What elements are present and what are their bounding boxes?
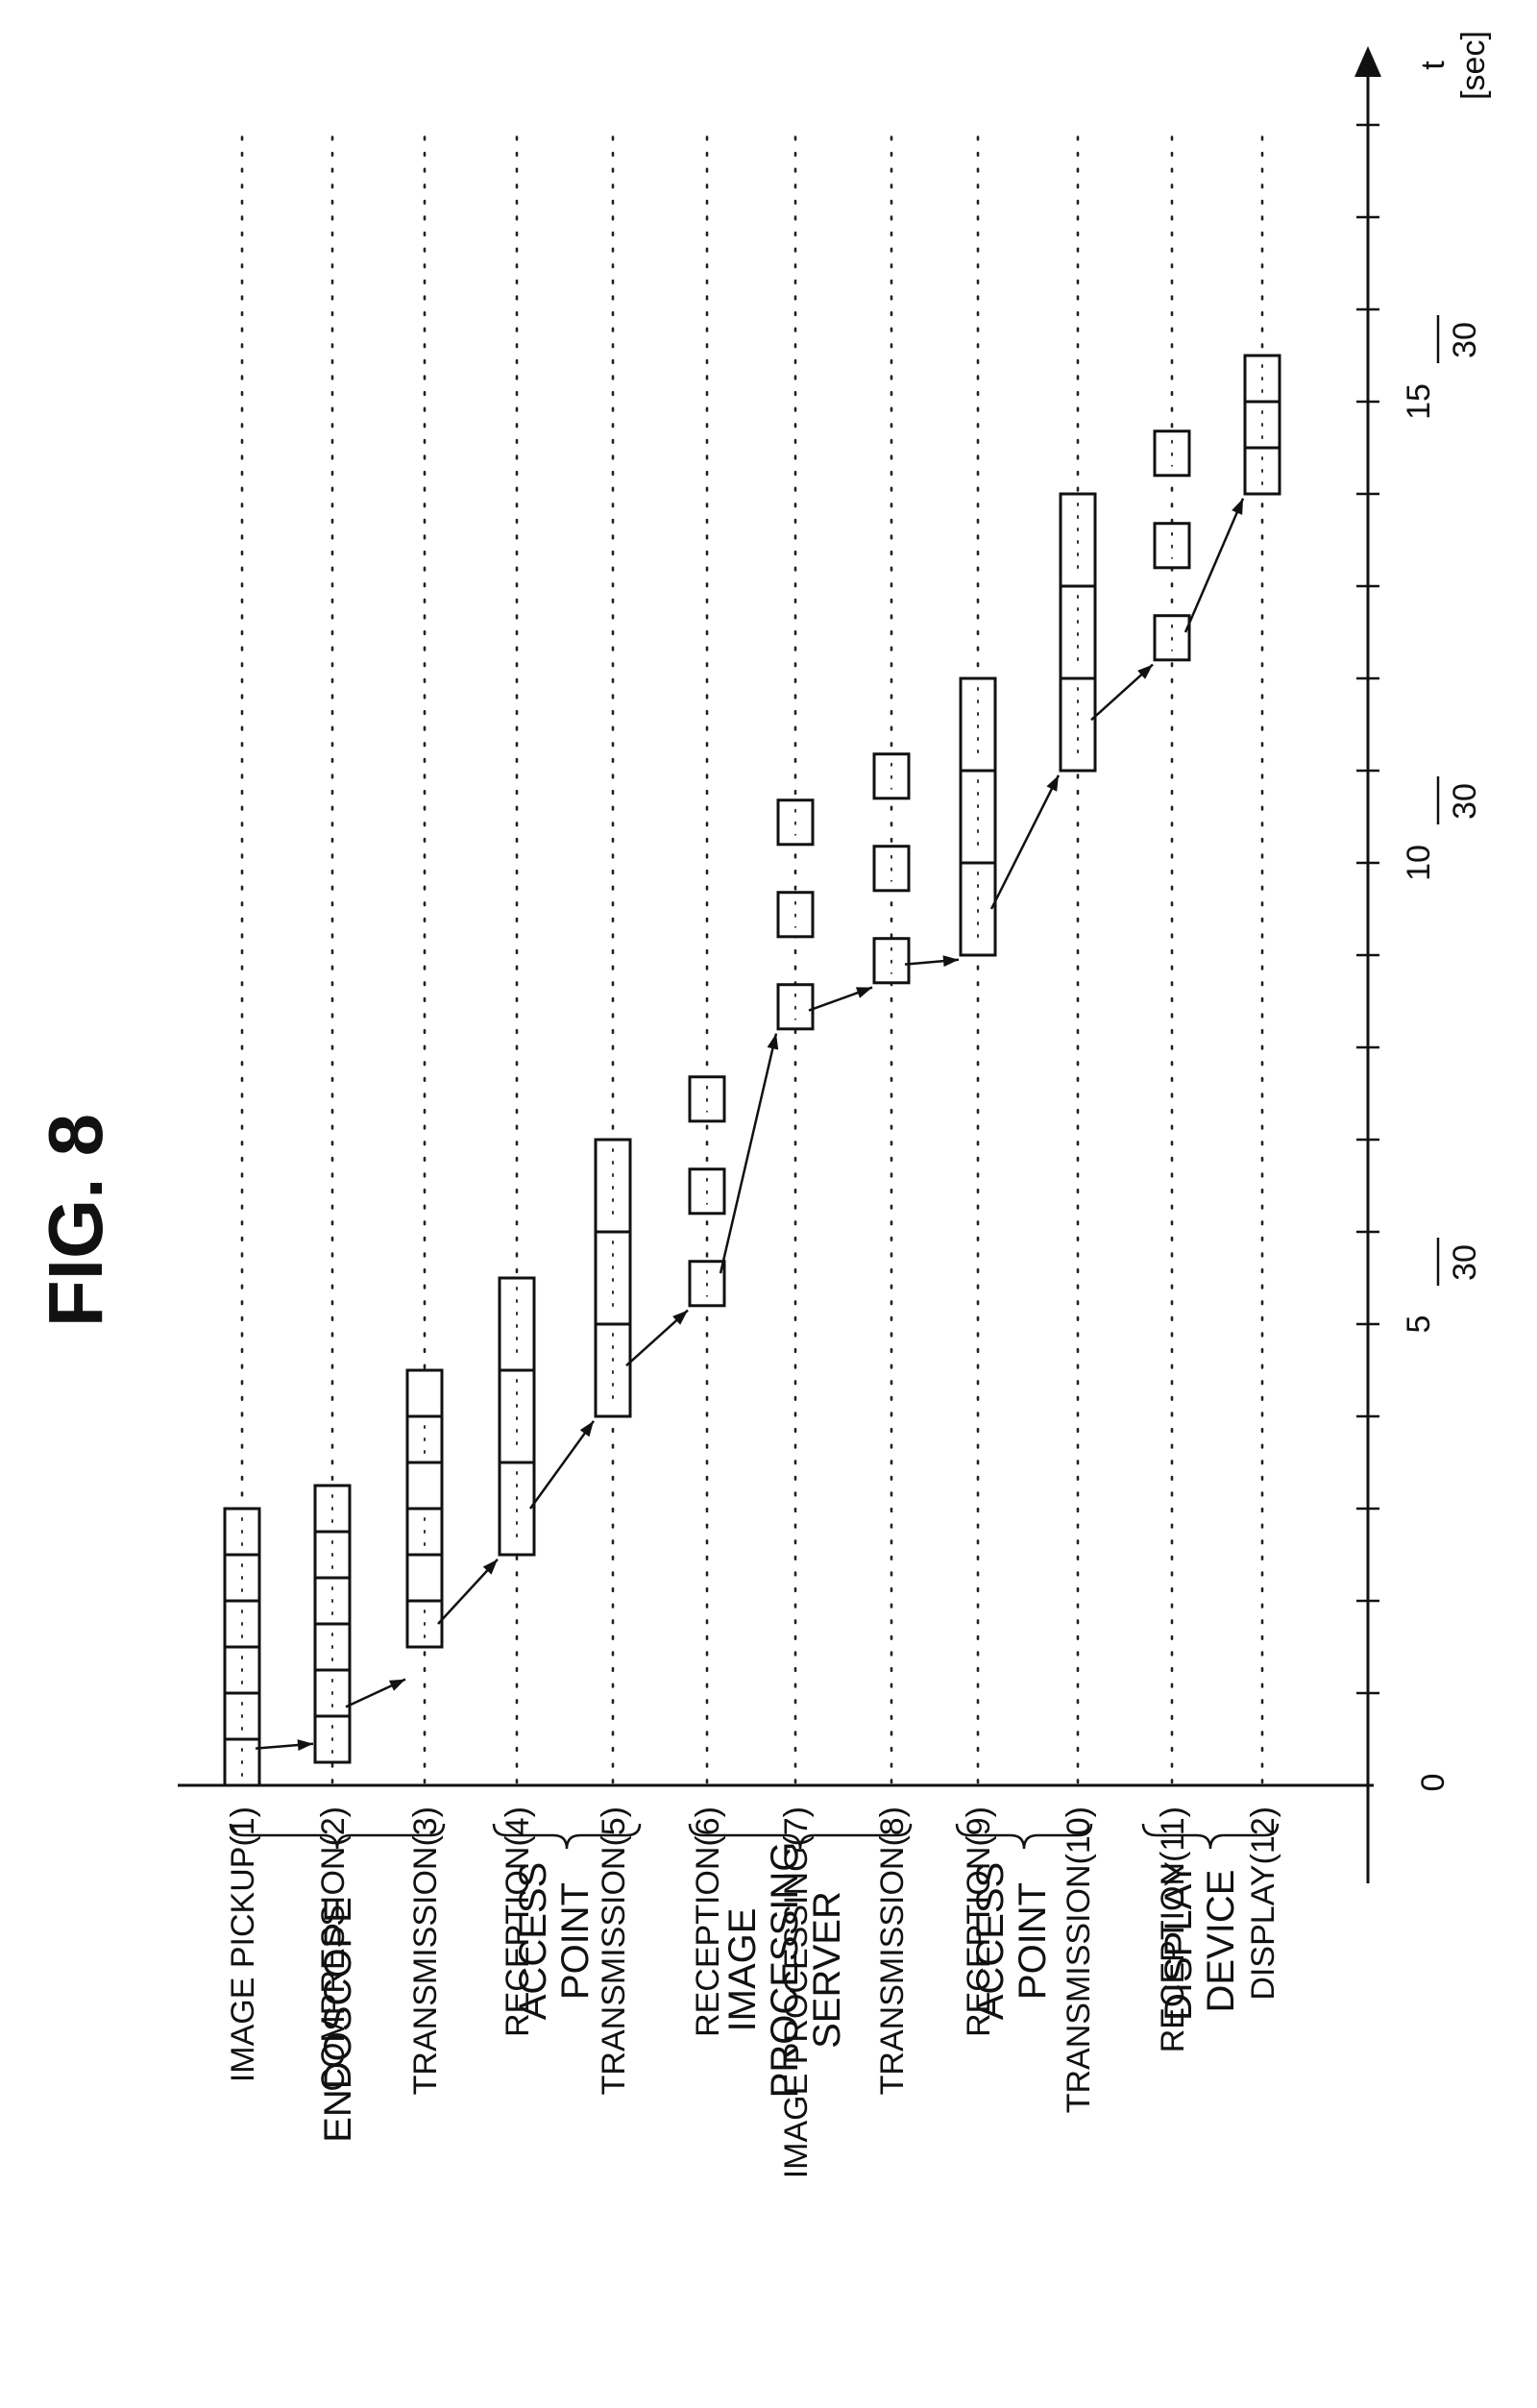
tick-label-numerator: 5 bbox=[1401, 1315, 1437, 1334]
flow-arrow bbox=[1183, 498, 1245, 633]
group-brace bbox=[955, 1823, 1093, 1850]
group-label-line: IMAGE bbox=[721, 1908, 764, 2032]
tick-label-numerator: 15 bbox=[1401, 383, 1437, 420]
row-label: DISPLAY(12) bbox=[1245, 1806, 1281, 2001]
group-label-line: ENDOSCOPE bbox=[317, 1897, 359, 2143]
axis-unit: [sec] bbox=[1455, 31, 1492, 100]
row-label: TRANSMISSION(5) bbox=[596, 1806, 632, 2095]
time-axis-arrowhead bbox=[1354, 46, 1381, 77]
row-label: IMAGE PROCESSING(7) bbox=[778, 1806, 815, 2178]
row-label: TRANSMISSION(10) bbox=[1061, 1806, 1097, 2113]
process-block bbox=[776, 799, 815, 847]
process-block bbox=[872, 937, 911, 985]
row-label: COMPRESSION(2) bbox=[315, 1806, 352, 2092]
group-label-line: POINT bbox=[554, 1882, 597, 2000]
process-block bbox=[688, 1167, 726, 1216]
process-block bbox=[959, 676, 997, 957]
group-label-line: SERVER bbox=[806, 1891, 848, 2049]
row-label: RECEPTION(11) bbox=[1155, 1806, 1191, 2052]
process-block bbox=[1153, 614, 1191, 662]
process-block bbox=[313, 1484, 352, 1764]
frame-cell-shaded bbox=[405, 1461, 444, 1511]
group-label-line: ACCESS bbox=[512, 1862, 554, 2021]
group-brace bbox=[688, 1823, 913, 1850]
process-block bbox=[1153, 430, 1191, 478]
group-label-line: PROCESSING bbox=[764, 1842, 806, 2099]
process-block bbox=[498, 1276, 536, 1557]
process-block bbox=[223, 1507, 261, 1787]
frame-cell bbox=[776, 799, 815, 847]
group-label-line: DEVICE bbox=[1200, 1870, 1242, 2013]
process-block bbox=[776, 891, 815, 939]
row-label: RECEPTION(4) bbox=[500, 1806, 536, 2037]
figure-title: FIG. 8 bbox=[33, 1114, 118, 1327]
group-brace bbox=[229, 1823, 446, 1850]
row-label: IMAGE PICKUP(1) bbox=[225, 1806, 261, 2082]
flow-arrow bbox=[719, 1033, 779, 1274]
tick-label-origin: 0 bbox=[1415, 1774, 1452, 1792]
flow-arrow bbox=[625, 1309, 689, 1367]
flow-arrow bbox=[989, 774, 1061, 910]
flow-arrow bbox=[528, 1420, 596, 1510]
flow-arrow bbox=[904, 955, 960, 968]
frame-cell bbox=[1153, 614, 1191, 662]
row-label: RECEPTION(6) bbox=[690, 1806, 726, 2037]
frame-cell bbox=[959, 769, 997, 865]
tick-label-denominator: 30 bbox=[1447, 1244, 1483, 1281]
axis-label: t bbox=[1415, 61, 1452, 70]
tick-label-denominator: 30 bbox=[1447, 322, 1483, 358]
frame-cell-shaded bbox=[405, 1368, 444, 1418]
flow-arrow bbox=[808, 986, 873, 1012]
flow-arrow bbox=[1090, 663, 1154, 722]
group-brace bbox=[1141, 1823, 1280, 1850]
process-block bbox=[688, 1260, 726, 1308]
tick-label-denominator: 30 bbox=[1447, 783, 1483, 820]
group-label-line: ACCESS bbox=[969, 1862, 1012, 2021]
frame-cell bbox=[872, 937, 911, 985]
process-block bbox=[776, 983, 815, 1031]
row-label: TRANSMISSION(8) bbox=[874, 1806, 911, 2095]
flow-arrow bbox=[345, 1678, 406, 1708]
process-block bbox=[594, 1138, 632, 1418]
row-label: RECEPTION(9) bbox=[961, 1806, 997, 2037]
process-block bbox=[1243, 354, 1281, 496]
frame-cell-shaded bbox=[405, 1553, 444, 1603]
process-block bbox=[1153, 522, 1191, 570]
group-label-line: POINT bbox=[1012, 1882, 1054, 2000]
tick-label-numerator: 10 bbox=[1401, 845, 1437, 881]
group-brace bbox=[492, 1823, 642, 1850]
process-block bbox=[405, 1368, 444, 1649]
flow-arrow bbox=[437, 1558, 499, 1625]
process-block bbox=[872, 752, 911, 800]
process-block bbox=[872, 845, 911, 893]
process-block bbox=[1059, 492, 1097, 773]
row-label: TRANSMISSION(3) bbox=[407, 1806, 444, 2095]
group-label-line: DISPLAY bbox=[1158, 1861, 1200, 2021]
process-block bbox=[688, 1075, 726, 1123]
flow-arrow bbox=[255, 1739, 314, 1752]
